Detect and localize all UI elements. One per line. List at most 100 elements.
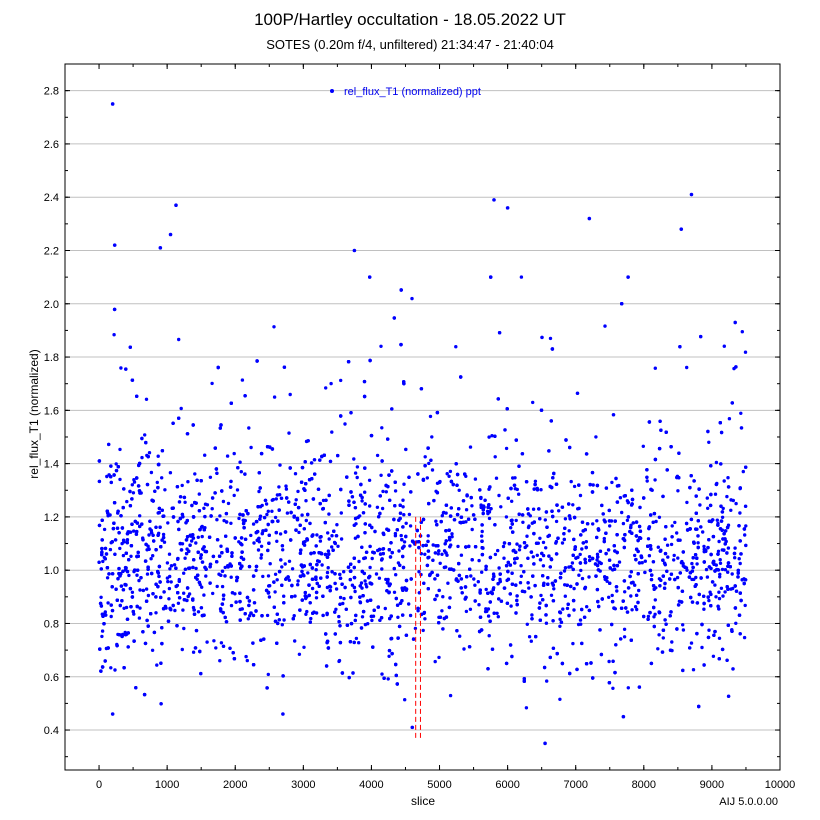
data-point <box>643 570 647 575</box>
data-point <box>585 522 590 526</box>
data-point <box>159 702 163 706</box>
data-point <box>166 521 170 525</box>
data-point <box>611 413 616 417</box>
data-point <box>121 569 125 573</box>
data-point <box>220 602 225 606</box>
data-point <box>167 586 172 591</box>
data-point <box>221 597 226 601</box>
data-point <box>492 611 496 615</box>
data-point <box>499 505 503 509</box>
data-point <box>368 504 372 508</box>
data-point <box>189 534 193 538</box>
data-point <box>274 530 278 535</box>
data-point <box>327 493 331 498</box>
data-point <box>668 648 673 652</box>
data-point <box>182 626 186 631</box>
data-point <box>359 482 363 487</box>
data-point <box>224 511 229 516</box>
data-point <box>726 587 730 591</box>
data-point <box>229 521 233 525</box>
data-point <box>685 500 689 505</box>
data-point <box>147 547 151 551</box>
data-point <box>706 635 711 640</box>
data-point <box>725 494 729 499</box>
x-axis-label: slice <box>411 794 435 808</box>
data-point <box>284 487 289 491</box>
data-point <box>288 392 292 397</box>
data-point <box>647 525 652 529</box>
data-point <box>279 496 284 500</box>
data-point <box>246 617 250 621</box>
data-point <box>228 646 232 650</box>
data-point <box>196 550 200 554</box>
data-point <box>235 578 239 583</box>
data-point <box>707 598 711 603</box>
data-point <box>102 622 106 626</box>
data-point <box>580 607 584 612</box>
data-point <box>326 566 330 570</box>
data-point <box>588 558 592 563</box>
data-point <box>466 517 471 521</box>
data-point <box>582 615 587 619</box>
data-point <box>718 558 722 562</box>
data-point <box>267 584 271 588</box>
data-point <box>588 482 592 487</box>
data-point <box>176 556 180 561</box>
x-tick-label: 0 <box>96 779 102 791</box>
data-point <box>689 595 693 600</box>
data-point <box>190 503 194 508</box>
data-point <box>583 560 588 565</box>
data-point <box>184 538 189 542</box>
data-point <box>634 557 638 562</box>
data-point <box>526 525 531 530</box>
data-point <box>610 593 614 598</box>
data-point <box>555 651 559 656</box>
data-point <box>240 550 244 554</box>
data-point <box>308 521 312 526</box>
data-point <box>192 558 196 562</box>
data-point <box>176 519 180 524</box>
data-point <box>508 643 513 647</box>
data-point <box>104 552 109 556</box>
data-point <box>326 549 331 553</box>
data-point <box>730 401 734 405</box>
data-point <box>150 648 155 652</box>
data-point <box>357 559 361 564</box>
data-point <box>165 576 170 580</box>
data-point <box>456 544 460 549</box>
data-point <box>352 575 357 580</box>
data-point <box>345 475 349 479</box>
data-point <box>664 430 668 434</box>
data-point <box>314 575 318 579</box>
data-point <box>684 521 689 526</box>
data-point <box>229 479 233 484</box>
data-point <box>126 631 130 635</box>
data-point <box>381 547 385 551</box>
data-point <box>561 607 565 611</box>
data-point <box>435 573 440 577</box>
data-point <box>551 476 555 480</box>
data-point <box>319 576 323 580</box>
data-point <box>564 438 568 442</box>
data-point <box>106 646 110 650</box>
data-point <box>360 615 365 619</box>
data-point <box>344 607 348 611</box>
data-point <box>638 505 642 510</box>
data-point <box>203 453 207 457</box>
data-point <box>720 510 725 514</box>
data-point <box>105 566 110 570</box>
data-point <box>538 536 542 540</box>
data-point <box>303 460 307 464</box>
data-point <box>717 539 721 544</box>
data-point <box>642 496 646 500</box>
data-point <box>194 541 198 545</box>
data-point <box>263 498 268 503</box>
data-point <box>721 506 725 511</box>
data-point <box>283 562 287 566</box>
data-point <box>437 655 441 660</box>
data-point <box>240 607 244 611</box>
data-point <box>402 482 406 486</box>
data-point <box>677 451 681 455</box>
data-point <box>679 600 684 604</box>
data-point <box>380 567 384 571</box>
